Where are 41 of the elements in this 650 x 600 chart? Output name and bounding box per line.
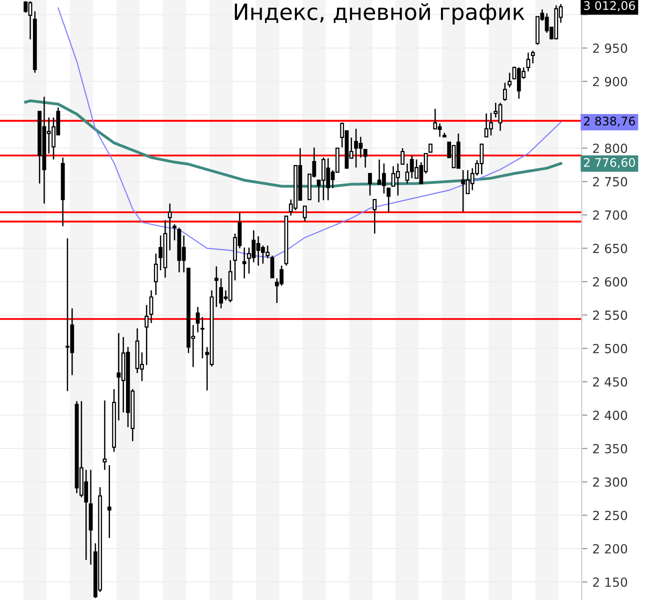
y-tick-label: 2 600 (593, 277, 628, 287)
y-tick-label: 2 550 (593, 310, 628, 320)
y-tick-label: 2 450 (593, 377, 628, 387)
y-tick-label: 2 150 (593, 577, 628, 587)
candlestick (503, 82, 507, 102)
candlestick (154, 252, 158, 296)
y-tick-label: 2 300 (593, 477, 628, 487)
candlestick (158, 234, 163, 271)
candlestick (386, 188, 391, 213)
candlestick (461, 170, 466, 212)
y-tick-label: 2 750 (593, 177, 628, 186)
candlestick (363, 148, 368, 168)
candlestick (400, 148, 405, 165)
candlestick (196, 306, 200, 333)
y-tick-label: 2 250 (593, 510, 628, 520)
y-tick-label: 2 950 (593, 44, 628, 53)
text: 3 012,06 (584, 1, 635, 12)
candlestick (107, 464, 112, 539)
y-tick-label: 2 900 (593, 76, 628, 86)
candlestick (102, 400, 107, 470)
candlestick (172, 224, 176, 241)
y-tick-label: 2 800 (593, 144, 628, 154)
text: 2 776,60 (584, 158, 635, 168)
y-tick-label: 2 500 (593, 344, 628, 354)
text: 2 838,76 (584, 116, 635, 127)
candlestick (526, 52, 530, 72)
y-tick-label: 2 400 (593, 410, 628, 420)
candlestick (144, 304, 149, 366)
chart-title: Индекс, дневной график (234, 3, 524, 25)
candlestick (168, 202, 172, 251)
candlestick (200, 316, 204, 360)
candlestick (149, 290, 154, 324)
candlestick (219, 278, 224, 309)
candlestick (242, 246, 246, 279)
candlestick (368, 172, 372, 196)
candlestick (270, 254, 274, 278)
y-tick-label: 2 200 (593, 544, 628, 554)
y-tick-label: 2 650 (593, 244, 628, 254)
y-tick-label: 2 350 (593, 444, 628, 454)
y-tick-label: 2 700 (593, 210, 628, 220)
candlestick (214, 266, 218, 308)
